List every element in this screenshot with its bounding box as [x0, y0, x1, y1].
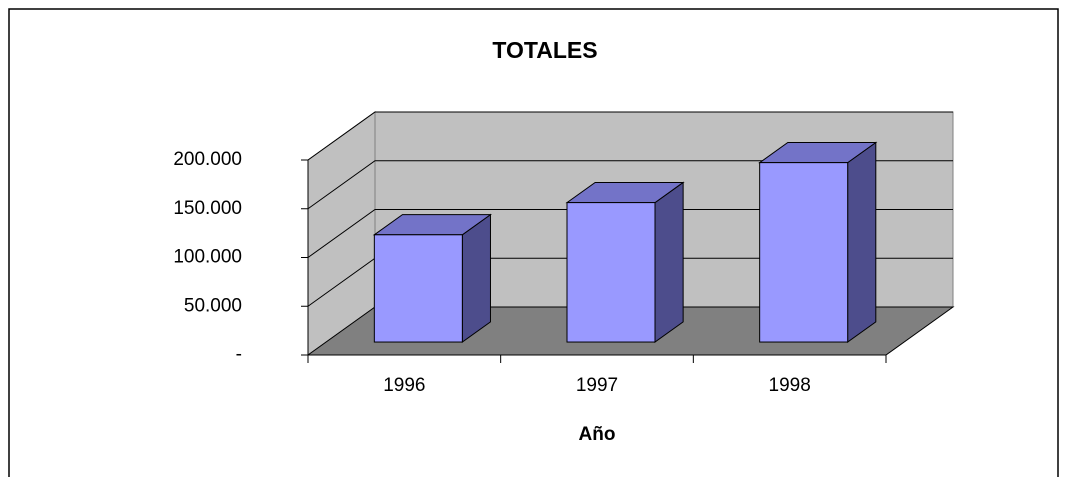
y-tick-label: 200.000: [173, 149, 242, 170]
chart-frame: [8, 8, 1059, 477]
grid-line: [307, 160, 953, 210]
bar-side: [847, 141, 877, 344]
bar: [373, 234, 463, 343]
chart-title: TOTALES: [492, 37, 597, 63]
y-tick-label: 100.000: [173, 247, 242, 268]
grid-line: [307, 111, 953, 161]
x-tick-label: 1996: [383, 375, 425, 396]
y-tick-label: -: [236, 344, 242, 365]
x-tick-label: 1997: [576, 375, 618, 396]
bar-side: [654, 181, 684, 344]
y-tick-label: 50.000: [184, 295, 242, 316]
y-tick-label: 150.000: [173, 198, 242, 219]
bar-side: [461, 213, 491, 344]
bar: [566, 202, 656, 343]
bar: [759, 162, 849, 343]
x-tick-label: 1998: [769, 375, 811, 396]
x-axis-label: Año: [579, 424, 616, 445]
